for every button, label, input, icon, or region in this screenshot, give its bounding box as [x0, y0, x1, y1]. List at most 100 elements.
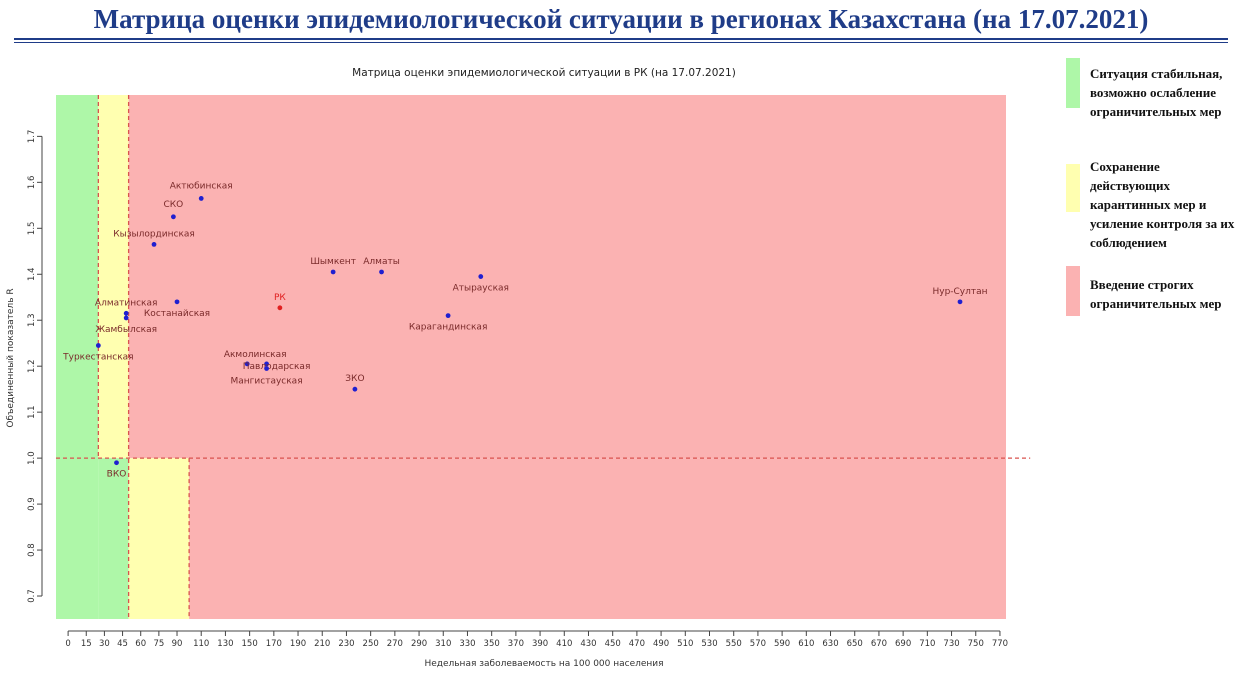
point-3-marker	[330, 269, 336, 275]
zone-yellow-3	[128, 458, 190, 619]
point-6-label: Нур-Султан	[932, 287, 987, 297]
y-tick-label-1.1: 1.1	[27, 405, 37, 419]
x-tick-label-270: 270	[387, 639, 403, 649]
x-tick-label-60: 60	[135, 639, 146, 649]
point-5-marker	[478, 274, 484, 279]
point-4-marker	[379, 269, 384, 275]
x-tick-label-750: 750	[968, 639, 984, 649]
point-12-marker	[95, 343, 101, 348]
x-tick-label-490: 490	[653, 639, 669, 649]
x-tick-label-370: 370	[508, 639, 524, 649]
y-axis-label: Объединенный показатель R	[6, 288, 16, 427]
x-tick-label-550: 550	[726, 639, 742, 649]
point-4-label: Алматы	[363, 257, 400, 267]
x-tick-label-0: 0	[65, 639, 70, 649]
zones-layer	[56, 95, 1007, 619]
x-tick-label-470: 470	[629, 639, 645, 649]
point-11-marker	[277, 305, 283, 311]
title-underline	[14, 38, 1228, 43]
x-tick-label-690: 690	[895, 639, 911, 649]
point-17-label: ВКО	[107, 470, 127, 480]
x-tick-label-170: 170	[266, 639, 282, 649]
x-tick-label-670: 670	[871, 639, 887, 649]
point-14-marker	[264, 361, 269, 367]
slide-header: Матрица оценки эпидемиологической ситуац…	[0, 0, 1242, 44]
point-3-label: Шымкент	[310, 257, 356, 267]
point-7-marker	[123, 310, 129, 316]
point-9-marker	[174, 299, 180, 305]
point-13-label: Акмолинская	[224, 350, 287, 360]
x-tick-label-130: 130	[217, 639, 233, 649]
x-tick-label-90: 90	[172, 639, 183, 649]
x-tick-label-630: 630	[822, 639, 838, 649]
zone-green-1	[98, 458, 129, 619]
y-tick-label-1.2: 1.2	[27, 359, 37, 373]
y-tick-label-0.8: 0.8	[27, 543, 37, 557]
x-tick-label-390: 390	[532, 639, 548, 649]
x-tick-label-410: 410	[556, 639, 572, 649]
y-tick-label-0.9: 0.9	[27, 497, 37, 511]
x-tick-label-190: 190	[290, 639, 306, 649]
point-5-label: Атырауская	[453, 284, 509, 294]
risk-matrix-chart: Матрица оценки эпидемиологической ситуац…	[6, 67, 1031, 669]
point-16-marker	[352, 386, 358, 392]
x-tick-label-110: 110	[193, 639, 209, 649]
x-tick-label-15: 15	[81, 639, 92, 649]
zone-red-4	[128, 95, 1007, 459]
y-tick-label-1.4: 1.4	[27, 267, 37, 281]
legend-text-stable: Ситуация стабильная, возможно ослабление…	[1090, 66, 1223, 119]
point-15-marker	[264, 366, 269, 371]
zone-yellow-2	[98, 95, 129, 459]
y-tick-label-1: 1.0	[27, 451, 37, 465]
point-2-marker	[151, 241, 157, 247]
x-tick-label-45: 45	[117, 639, 128, 649]
point-1-label: СКО	[164, 200, 184, 210]
legend-item-strict: Введение строгих ограничительных мер	[1062, 266, 1240, 336]
point-6-marker	[957, 299, 963, 305]
threshold-lines-layer	[56, 95, 1031, 619]
x-tick-label-450: 450	[605, 639, 621, 649]
point-16-label: ЗКО	[345, 374, 364, 384]
y-tick-label-1.3: 1.3	[27, 313, 37, 327]
point-8-marker	[123, 315, 129, 321]
point-8-label: Жамбылская	[95, 325, 157, 335]
points-layer: Актюбинская СКО Кызылординская Шымкент Алмат…	[62, 181, 988, 479]
x-tick-label-610: 610	[798, 639, 814, 649]
x-tick-label-710: 710	[919, 639, 935, 649]
x-tick-label-250: 250	[363, 639, 379, 649]
point-10-label: Карагандинская	[409, 323, 488, 333]
x-tick-label-570: 570	[750, 639, 766, 649]
x-tick-label-530: 530	[701, 639, 717, 649]
slide-title: Матрица оценки эпидемиологической ситуац…	[93, 4, 1149, 34]
point-1-marker	[170, 214, 176, 220]
point-11-label: РК	[274, 293, 286, 303]
point-12-label: Туркестанская	[62, 353, 133, 363]
y-tick-label-1.6: 1.6	[27, 176, 37, 190]
point-9-label: Костанайская	[144, 309, 210, 319]
x-tick-label-330: 330	[459, 639, 475, 649]
x-tick-label-510: 510	[677, 639, 693, 649]
x-tick-label-590: 590	[774, 639, 790, 649]
legend-text-maintain: Сохранение действующих карантинных мер и…	[1090, 159, 1235, 250]
point-7-label: Алматинская	[95, 298, 158, 308]
legend-item-maintain: Сохранение действующих карантинных мер и…	[1062, 159, 1240, 254]
x-tick-label-650: 650	[847, 639, 863, 649]
zone-red-5	[189, 458, 1006, 619]
y-tick-label-1.5: 1.5	[27, 222, 37, 236]
y-tick-label-0.7: 0.7	[27, 589, 37, 603]
point-17-marker	[114, 460, 119, 466]
chart-title: Матрица оценки эпидемиологической ситуац…	[352, 67, 736, 79]
y-tick-label-1.7: 1.7	[27, 130, 37, 144]
point-13-marker	[244, 361, 250, 367]
legend-text-strict: Введение строгих ограничительных мер	[1090, 277, 1222, 311]
x-tick-label-30: 30	[99, 639, 110, 649]
x-tick-label-75: 75	[153, 639, 164, 649]
legend-swatch-green	[1066, 58, 1080, 108]
x-tick-label-290: 290	[411, 639, 427, 649]
x-tick-label-350: 350	[484, 639, 500, 649]
legend-swatch-red	[1066, 266, 1080, 316]
legend-item-stable: Ситуация стабильная, возможно ослабление…	[1062, 58, 1240, 138]
x-tick-label-730: 730	[943, 639, 959, 649]
point-2-label: Кызылординская	[113, 229, 195, 239]
legend-swatch-yellow	[1066, 164, 1080, 212]
